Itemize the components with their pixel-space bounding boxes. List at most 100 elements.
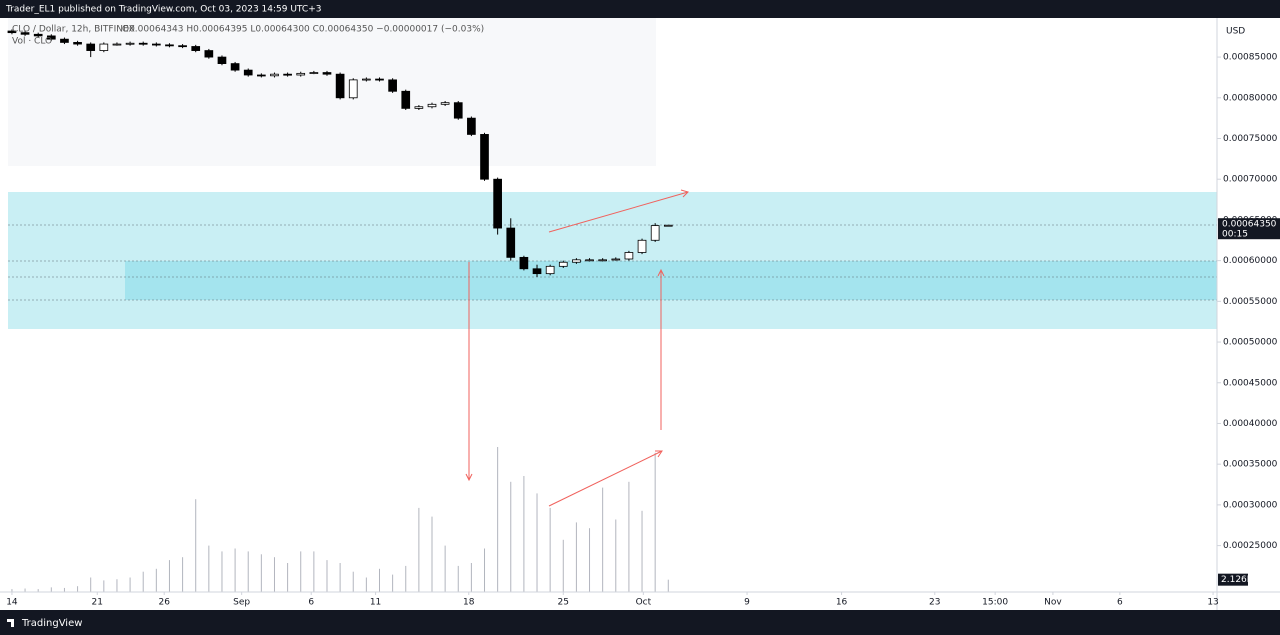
volume-legend: Vol · CLO xyxy=(12,37,52,47)
candle-body xyxy=(112,43,122,46)
candle-body xyxy=(506,227,516,258)
candle-body xyxy=(33,33,43,37)
volume-bar xyxy=(497,447,499,592)
volume-bar xyxy=(287,563,289,592)
volume-bar xyxy=(50,587,52,592)
volume-bar xyxy=(313,551,315,592)
y-tick-label: 0.00055000 xyxy=(1223,297,1278,307)
x-tick-label: 11 xyxy=(370,598,381,608)
x-tick-label: Oct xyxy=(636,598,652,608)
candle-body xyxy=(20,32,30,35)
candle-body xyxy=(362,78,371,81)
publisher: Trader_EL1 published on TradingView.com,… xyxy=(5,5,321,15)
volume-bar xyxy=(103,580,105,592)
candle-body xyxy=(243,69,253,76)
y-tick-label: 0.00050000 xyxy=(1223,338,1278,348)
volume-bar xyxy=(484,548,486,592)
candle-body xyxy=(283,73,292,76)
volume-bar xyxy=(352,571,354,592)
candle-body xyxy=(348,79,358,99)
candle-body xyxy=(388,79,397,92)
volume-bar xyxy=(405,565,407,592)
x-tick-label: 6 xyxy=(308,598,314,608)
candle-body xyxy=(545,265,555,275)
candle-body xyxy=(467,117,476,135)
x-tick-label: 21 xyxy=(92,598,103,608)
candle-body xyxy=(151,43,161,46)
volume-bar xyxy=(195,499,197,592)
y-tick-label: 0.00040000 xyxy=(1223,419,1278,429)
candle-body xyxy=(138,42,148,45)
volume-bar xyxy=(536,493,538,592)
candle-body xyxy=(309,72,319,74)
volume-bar xyxy=(378,568,380,592)
candle-body xyxy=(493,178,502,229)
zone-outer xyxy=(8,192,1217,329)
volume-bar xyxy=(470,563,472,592)
candle-body xyxy=(624,252,634,260)
level-lines xyxy=(8,224,1217,301)
volume-bar xyxy=(523,476,525,592)
y-tick-label: 0.00025000 xyxy=(1223,541,1278,551)
volume-bar xyxy=(339,563,341,592)
candle-body xyxy=(322,72,332,75)
footer xyxy=(0,610,1280,635)
volume-bar xyxy=(247,551,249,592)
y-tick-label: 0.00035000 xyxy=(1223,460,1278,470)
x-tick-label: 9 xyxy=(744,598,750,608)
candle-body xyxy=(125,42,135,45)
candle-body xyxy=(532,268,542,275)
candle-body xyxy=(637,239,647,253)
arrow-head xyxy=(657,268,665,277)
y-tick-label: 0.00070000 xyxy=(1223,175,1278,185)
candle-body xyxy=(440,102,450,105)
volume-bar xyxy=(602,487,604,592)
volume-bar xyxy=(575,522,577,592)
volume-bar xyxy=(444,545,446,592)
candle-body xyxy=(650,225,660,241)
candle-body xyxy=(296,72,306,76)
candle-body xyxy=(335,73,345,99)
volume-bar xyxy=(300,551,302,592)
candle-body xyxy=(165,44,174,47)
volume-bar xyxy=(155,568,157,592)
volume-bar xyxy=(260,554,262,592)
x-tick-label: 14 xyxy=(6,598,18,608)
volume-bar xyxy=(37,589,39,592)
ohlc-legend: O0.00064343 H0.00064395 L0.00064300 C0.0… xyxy=(122,25,484,35)
candle-body xyxy=(204,50,214,58)
x-tick-label: 6 xyxy=(1117,598,1123,608)
top-bar xyxy=(0,0,1280,18)
x-tick-label: 16 xyxy=(836,598,848,608)
candle-body xyxy=(73,42,82,45)
arrow-head xyxy=(465,473,473,482)
volume-bar xyxy=(549,507,551,592)
x-tick-label: 26 xyxy=(158,598,170,608)
countdown: 00:15 xyxy=(1222,230,1248,240)
candle-body xyxy=(519,256,529,270)
y-tick-label: 0.00045000 xyxy=(1223,378,1278,388)
volume-tag xyxy=(1218,573,1248,586)
candle-body xyxy=(257,74,266,77)
candle-body xyxy=(7,30,17,34)
arrow xyxy=(548,191,689,233)
candle-body xyxy=(230,63,240,71)
volume-bar xyxy=(365,577,367,592)
y-tick-label: 0.00030000 xyxy=(1223,500,1278,510)
volume-bar xyxy=(431,516,433,592)
candle-body xyxy=(427,103,437,108)
price-tag-label: 0.00064350 xyxy=(1222,220,1277,230)
candle-body xyxy=(453,102,463,119)
candle-body xyxy=(217,56,227,64)
candle-body xyxy=(572,259,581,263)
volume-bar xyxy=(457,565,459,592)
volume-bar xyxy=(628,481,630,592)
x-tick-label: 25 xyxy=(558,598,569,608)
candle-body xyxy=(191,46,201,51)
x-tick-label: 18 xyxy=(463,598,475,608)
volume-bar xyxy=(77,586,79,592)
volume-bar xyxy=(615,519,617,592)
candle-body xyxy=(598,259,607,262)
y-tick-label: 0.00080000 xyxy=(1223,93,1278,103)
